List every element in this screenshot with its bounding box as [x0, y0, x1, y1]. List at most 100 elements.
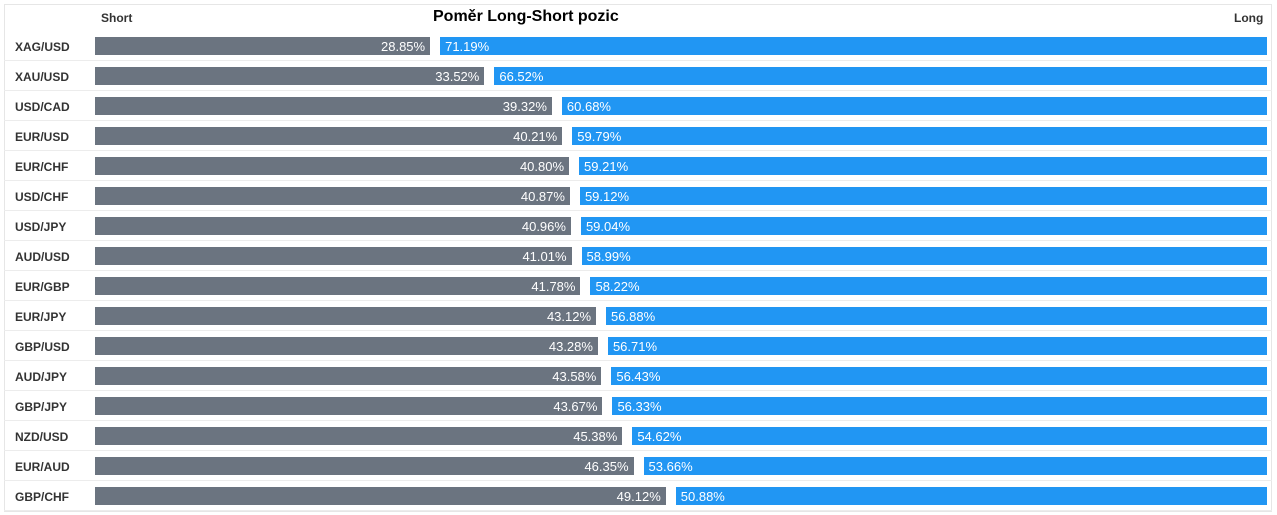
row-divider	[4, 300, 1272, 301]
short-bar: 41.78%	[95, 277, 581, 295]
chart-title: Poměr Long-Short pozic	[433, 8, 619, 25]
row-divider	[4, 210, 1272, 211]
short-value-label: 40.80%	[519, 159, 565, 174]
short-value-label: 33.52%	[435, 69, 480, 84]
long-value-label: 56.33%	[617, 399, 662, 414]
long-bar: 54.62%	[632, 427, 1267, 445]
row-divider	[4, 270, 1272, 271]
row-divider	[4, 450, 1272, 451]
long-bar: 59.04%	[580, 217, 1267, 235]
long-bar: 59.12%	[579, 187, 1267, 205]
short-bar: 43.67%	[95, 397, 603, 415]
short-value-label: 49.12%	[616, 489, 661, 504]
short-bar: 40.96%	[95, 217, 571, 235]
long-value-label: 59.79%	[577, 129, 622, 144]
long-bar: 59.79%	[572, 127, 1267, 145]
short-value-label: 43.28%	[548, 339, 593, 354]
long-bar: 56.43%	[611, 367, 1267, 385]
long-bar: 71.19%	[440, 37, 1267, 55]
row-divider	[4, 90, 1272, 91]
short-value-label: 39.32%	[502, 99, 547, 114]
row-divider	[4, 420, 1272, 421]
category-label: USD/CHF	[15, 190, 69, 204]
row-divider	[4, 390, 1272, 391]
long-value-label: 60.68%	[566, 99, 611, 114]
short-value-label: 40.21%	[513, 129, 558, 144]
long-bar: 58.22%	[590, 277, 1267, 295]
long-value-label: 71.19%	[445, 39, 490, 54]
short-value-label: 40.96%	[521, 219, 566, 234]
category-label: EUR/CHF	[15, 160, 69, 174]
short-header: Short	[101, 11, 133, 25]
long-bar: 50.88%	[675, 487, 1267, 505]
long-bar: 56.33%	[612, 397, 1267, 415]
row-divider	[4, 480, 1272, 481]
short-bar: 43.28%	[95, 337, 598, 355]
category-label: NZD/USD	[15, 430, 69, 444]
category-label: EUR/AUD	[15, 460, 70, 474]
category-label: XAG/USD	[15, 40, 70, 54]
short-value-label: 43.12%	[546, 309, 592, 324]
short-value-label: 41.78%	[531, 279, 576, 294]
long-bar: 59.21%	[579, 157, 1267, 175]
short-bar: 40.87%	[95, 187, 570, 205]
chart-row: USD/CHF 40.87% 59.12%	[0, 181, 1277, 211]
long-value-label: 66.52%	[499, 69, 544, 84]
chart-frame	[4, 4, 1272, 512]
chart-row: GBP/JPY 43.67% 56.33%	[0, 391, 1277, 421]
short-value-label: 45.38%	[573, 429, 618, 444]
category-label: GBP/JPY	[15, 400, 68, 414]
long-value-label: 53.66%	[648, 459, 693, 474]
long-bar: 53.66%	[643, 457, 1267, 475]
row-divider	[4, 150, 1272, 151]
chart-row: GBP/CHF 49.12% 50.88%	[0, 481, 1277, 511]
long-value-label: 58.22%	[595, 279, 640, 294]
long-value-label: 50.88%	[680, 489, 725, 504]
long-bar: 56.88%	[606, 307, 1267, 325]
short-bar: 39.32%	[95, 97, 552, 115]
row-divider	[4, 60, 1272, 61]
row-divider	[4, 180, 1272, 181]
chart-row: AUD/USD 41.01% 58.99%	[0, 241, 1277, 271]
chart-row: XAU/USD 33.52% 66.52%	[0, 61, 1277, 91]
short-bar: 45.38%	[95, 427, 623, 445]
chart-row: EUR/CHF 40.80% 59.21%	[0, 151, 1277, 181]
category-label: EUR/USD	[15, 130, 70, 144]
chart-row: XAG/USD 28.85% 71.19%	[0, 31, 1277, 61]
long-value-label: 59.04%	[585, 219, 631, 234]
category-label: XAU/USD	[15, 70, 70, 84]
category-label: AUD/JPY	[15, 370, 68, 384]
category-label: GBP/CHF	[15, 490, 69, 504]
long-value-label: 59.21%	[584, 159, 629, 174]
short-value-label: 40.87%	[520, 189, 565, 204]
short-bar: 43.12%	[95, 307, 597, 325]
row-divider	[4, 240, 1272, 241]
category-label: USD/CAD	[15, 100, 70, 114]
chart-row: EUR/AUD 46.35% 53.66%	[0, 451, 1277, 481]
chart-row: GBP/USD 43.28% 56.71%	[0, 331, 1277, 361]
chart-row: NZD/USD 45.38% 54.62%	[0, 421, 1277, 451]
short-value-label: 28.85%	[381, 39, 426, 54]
long-bar: 58.99%	[581, 247, 1267, 265]
chart-row: EUR/JPY 43.12% 56.88%	[0, 301, 1277, 331]
chart-row: USD/CAD 39.32% 60.68%	[0, 91, 1277, 121]
category-label: USD/JPY	[15, 220, 67, 234]
long-bar: 66.52%	[494, 67, 1267, 85]
short-bar: 33.52%	[95, 67, 485, 85]
chart-row: AUD/JPY 43.58% 56.43%	[0, 361, 1277, 391]
row-divider	[4, 360, 1272, 361]
long-bar: 56.71%	[607, 337, 1267, 355]
category-label: AUD/USD	[15, 250, 70, 264]
category-label: EUR/JPY	[15, 310, 67, 324]
short-bar: 43.58%	[95, 367, 602, 385]
long-value-label: 58.99%	[586, 249, 631, 264]
short-value-label: 43.58%	[552, 369, 597, 384]
long-value-label: 59.12%	[584, 189, 630, 204]
short-bar: 46.35%	[95, 457, 634, 475]
long-value-label: 56.71%	[612, 339, 658, 354]
row-divider	[4, 330, 1272, 331]
long-value-label: 56.88%	[611, 309, 656, 324]
short-bar: 28.85%	[95, 37, 431, 55]
chart-row: EUR/GBP 41.78% 58.22%	[0, 271, 1277, 301]
short-value-label: 41.01%	[522, 249, 567, 264]
